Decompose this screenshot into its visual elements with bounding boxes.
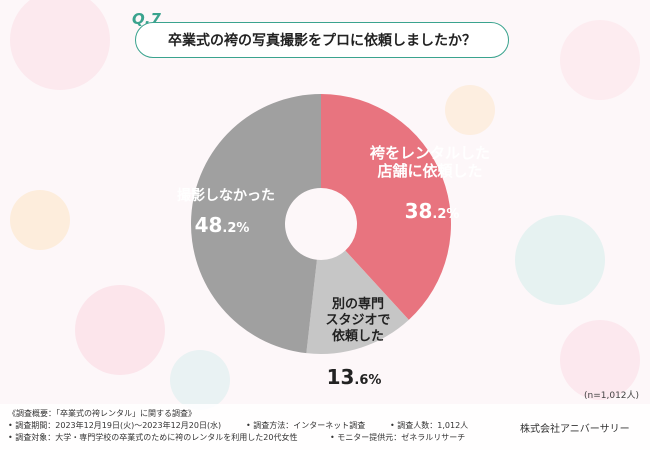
company-name: 株式会社アニバーサリー: [520, 424, 630, 435]
slice-value-rental-shop: 38.2%: [405, 199, 460, 223]
slice-value-not-taken: 48.2%: [195, 213, 250, 237]
survey-title: 《調査概要：「卒業式の袴レンタル」に関する調査》: [8, 409, 196, 418]
survey-target: • 調査対象：大学・専門学校の卒業式のために袴のレンタルを利用した20代女性: [8, 433, 298, 442]
slice-label-rental-shop: 袴をレンタルした: [369, 144, 490, 162]
slice-other-studio: [306, 250, 409, 355]
slice-label-other-studio: 別の専門: [331, 296, 384, 312]
slice-value-other-studio: 13.6%: [327, 365, 382, 389]
slice-label-not-taken: 撮影しなかった: [177, 187, 275, 204]
slice-rental-shop: [321, 94, 452, 320]
survey-count: • 調査人数：1,012人: [390, 421, 469, 430]
survey-footer: [0, 404, 650, 450]
sample-size-note: (n=1,012人): [584, 391, 640, 401]
survey-period: • 調査期間：2023年12月19日(火)～2023年12月20日(水): [8, 421, 222, 430]
slice-label-other-studio: 依頼した: [332, 328, 384, 344]
slice-label-other-studio: スタジオで: [325, 313, 390, 328]
question-box: [135, 22, 509, 58]
survey-provider: • モニター提供元：ゼネラルリサーチ: [330, 433, 466, 442]
slice-not-taken: [191, 94, 321, 354]
survey-method: • 調査方法：インターネット調査: [246, 421, 366, 430]
question-text: 卒業式の袴の写真撮影をプロに依頼しましたか？: [168, 33, 476, 49]
slice-label-rental-shop: 店舗に依頼した: [377, 162, 482, 180]
